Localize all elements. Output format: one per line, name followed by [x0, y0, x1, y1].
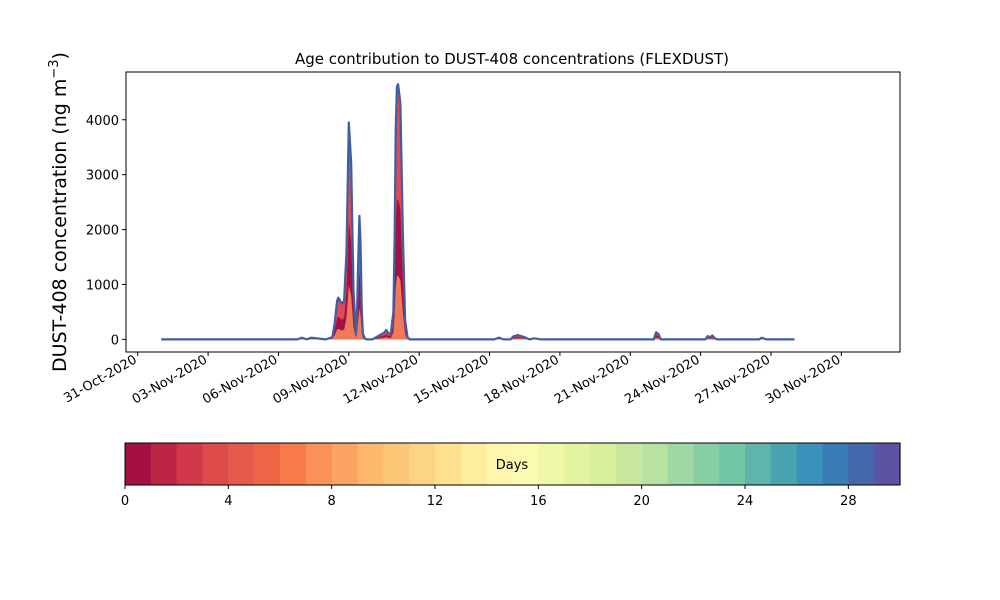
- colorbar-swatch: [512, 443, 539, 485]
- x-axis: 31-Oct-202003-Nov-202006-Nov-202009-Nov-…: [61, 352, 843, 407]
- y-axis: 0 1000 2000 3000 4000: [86, 114, 126, 348]
- colorbar-swatch: [254, 443, 281, 485]
- colorbar-swatch: [228, 443, 255, 485]
- colorbar-swatch: [693, 443, 720, 485]
- colorbar-tick-label: 12: [427, 494, 444, 509]
- colorbar-swatch: [460, 443, 488, 485]
- colorbar-swatch: [125, 443, 152, 485]
- colorbar-label: Days: [496, 458, 529, 473]
- colorbar-ticks: 0 4 8 12 16 20 24 28: [121, 485, 857, 509]
- colorbar-tick-label: 20: [633, 494, 650, 509]
- x-tick-label: 21-Nov-2020: [552, 352, 632, 407]
- colorbar-swatch: [770, 443, 798, 485]
- age-contribution-fills: [161, 87, 795, 340]
- fill-young-ages: [161, 199, 795, 340]
- colorbar-swatch: [486, 443, 514, 485]
- y-tick-label: 2000: [86, 224, 119, 239]
- colorbar-tick-label: 4: [224, 494, 232, 509]
- colorbar-swatches: [125, 443, 901, 485]
- colorbar-swatch: [719, 443, 746, 485]
- colorbar-swatch: [176, 443, 204, 485]
- x-tick-label: 03-Nov-2020: [130, 352, 210, 407]
- total-concentration-line: [161, 83, 795, 341]
- y-tick-label: 1000: [86, 278, 119, 293]
- colorbar-tick-label: 28: [840, 494, 857, 509]
- colorbar-frame: [124, 442, 901, 486]
- colorbar-swatch: [280, 443, 307, 485]
- y-tick-label: 0: [111, 333, 119, 348]
- colorbar-tick-label: 16: [530, 494, 547, 509]
- y-axis-label: DUST-408 concentration (ng m−3): [47, 52, 71, 372]
- colorbar-tick-label: 8: [328, 494, 336, 509]
- colorbar-swatch: [848, 443, 875, 485]
- colorbar-swatch: [590, 443, 617, 485]
- colorbar-swatch: [538, 443, 565, 485]
- colorbar-swatch: [435, 443, 462, 485]
- colorbar-swatch: [641, 443, 669, 485]
- plot-frame: [125, 71, 901, 353]
- x-tick-label: 24-Nov-2020: [622, 352, 702, 407]
- x-tick-label: 30-Nov-2020: [763, 352, 843, 407]
- y-axis-label-close: ): [49, 52, 71, 59]
- x-tick-label: 06-Nov-2020: [200, 352, 280, 407]
- chart-title: Age contribution to DUST-408 concentrati…: [295, 50, 729, 68]
- plot-area: 0 1000 2000 3000 4000 31-Oct-202003-Nov-2020…: [61, 71, 901, 407]
- y-tick-label: 3000: [86, 169, 119, 184]
- colorbar-tick-label: 24: [737, 494, 754, 509]
- colorbar-swatch: [822, 443, 849, 485]
- x-tick-label: 09-Nov-2020: [271, 352, 351, 407]
- x-tick-label: 27-Nov-2020: [693, 352, 773, 407]
- colorbar-swatch: [305, 443, 333, 485]
- colorbar-swatch: [331, 443, 359, 485]
- x-tick-label: 15-Nov-2020: [411, 352, 491, 407]
- total-lines: [161, 83, 795, 341]
- y-tick-label: 4000: [86, 114, 119, 129]
- colorbar-swatch: [745, 443, 772, 485]
- colorbar-swatch: [796, 443, 824, 485]
- colorbar-swatch: [383, 443, 410, 485]
- y-axis-label-text: DUST-408 concentration (ng m: [49, 79, 71, 372]
- colorbar-swatch: [615, 443, 643, 485]
- x-tick-label: 31-Oct-2020: [61, 352, 139, 406]
- colorbar-swatch: [667, 443, 694, 485]
- y-axis-label-superscript: −3: [47, 59, 62, 78]
- fill-mid-ages: [161, 275, 795, 340]
- colorbar-swatch: [357, 443, 384, 485]
- colorbar: Days 0 4 8 12 16 20 24 28: [121, 442, 901, 509]
- colorbar-tick-label: 0: [121, 494, 129, 509]
- fill-older-ages: [161, 87, 795, 340]
- colorbar-swatch: [409, 443, 436, 485]
- colorbar-swatch: [202, 443, 229, 485]
- x-tick-label: 18-Nov-2020: [482, 352, 562, 407]
- colorbar-swatch: [874, 443, 901, 485]
- colorbar-swatch: [564, 443, 591, 485]
- colorbar-swatch: [150, 443, 178, 485]
- x-tick-label: 12-Nov-2020: [341, 352, 421, 407]
